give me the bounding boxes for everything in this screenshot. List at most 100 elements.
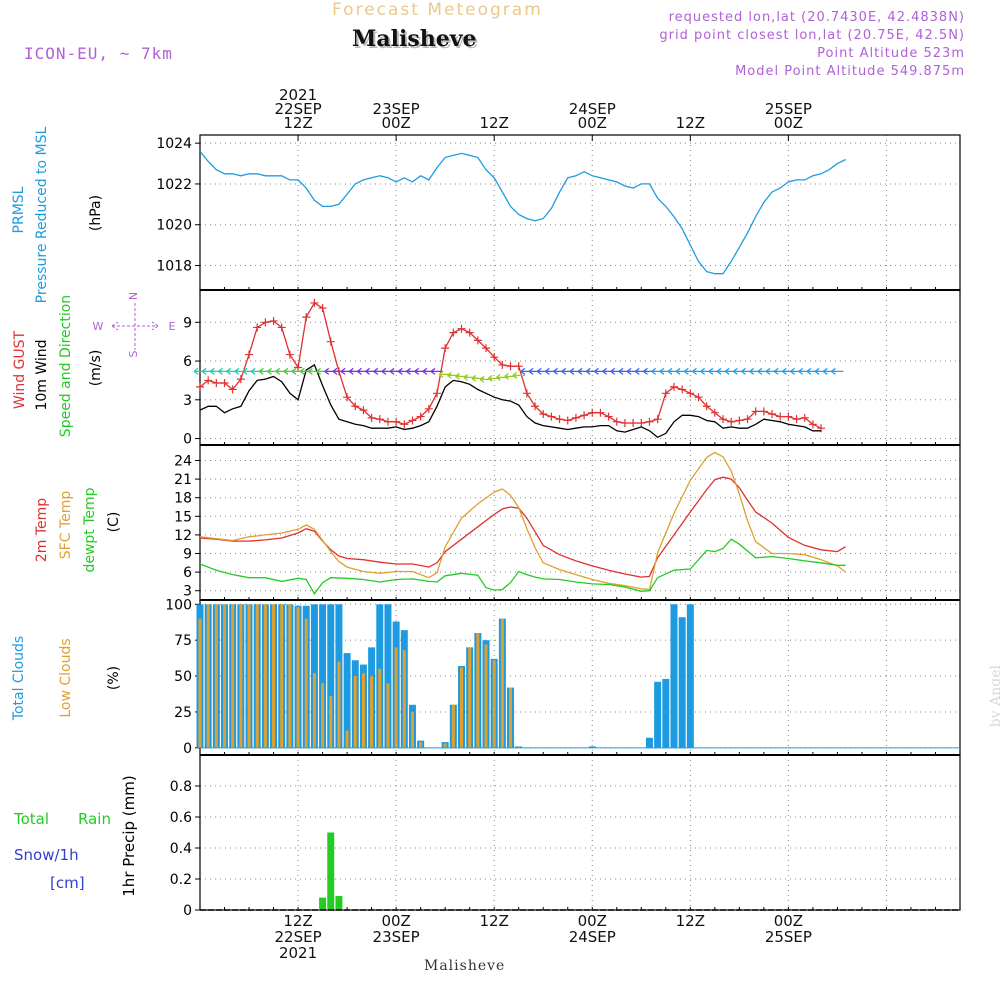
low-cloud-bar: [353, 676, 357, 748]
rain-bar: [327, 832, 335, 910]
gust-point: [457, 324, 466, 333]
panel-frame-precip: [199, 754, 961, 911]
gust-point: [196, 382, 204, 391]
low-cloud-bar: [231, 604, 235, 748]
gust-point: [514, 362, 523, 371]
gust-point: [261, 318, 270, 327]
total-cloud-bar: [686, 604, 694, 748]
y-tick-label: 6: [183, 354, 192, 370]
panel-frame-wind: [199, 289, 961, 446]
low-cloud-bar: [206, 604, 210, 748]
y-tick-label: 9: [183, 315, 192, 331]
gust-point: [800, 413, 809, 422]
gust-point: [212, 379, 221, 387]
low-cloud-bar: [394, 647, 398, 748]
pressure-unit-label: (hPa): [88, 195, 104, 231]
low-cloud-bar: [214, 604, 218, 748]
gust-point: [343, 393, 352, 402]
gust-point: [629, 419, 638, 428]
wind-direction-arrows: [193, 367, 844, 383]
temp2m-label: 2m Temp: [34, 498, 50, 562]
low-cloud-bar: [492, 660, 496, 748]
speed-direction-label: Speed and Direction: [58, 295, 74, 437]
gust-point: [547, 412, 556, 421]
gust-point: [571, 413, 580, 422]
bottom-time-label: 24SEP: [569, 928, 616, 946]
y-tick-label: 100: [165, 597, 192, 613]
total-cloud-bar: [678, 617, 686, 748]
gust-point: [245, 350, 254, 359]
bottom-time-label: 25SEP: [765, 928, 812, 946]
gust-point: [686, 389, 695, 398]
top-time-label: 00Z: [774, 114, 803, 132]
station-name: Malisheve: [352, 26, 477, 52]
low-cloud-bar: [410, 711, 414, 748]
low-cloud-bar: [419, 742, 423, 748]
rain-bar: [335, 896, 343, 910]
y-tick-label: 0.2: [170, 872, 192, 888]
y-tick-label: 1020: [156, 218, 192, 234]
bottom-station-label: Malisheve: [424, 958, 506, 974]
gust-point: [383, 417, 392, 426]
low-cloud-bar: [361, 673, 365, 748]
low-cloud-bar: [509, 687, 513, 748]
top-time-label: 2021: [279, 86, 317, 104]
panel-frame-pressure: [199, 134, 961, 291]
low-cloud-bar: [484, 644, 488, 748]
low-cloud-bar: [517, 746, 521, 748]
y-tick-label: 6: [183, 565, 192, 581]
model-point-altitude: Model Point Altitude 549.875m: [735, 64, 965, 79]
gust-point: [432, 389, 441, 398]
gust-point: [776, 412, 785, 421]
low-cloud-bar: [296, 607, 300, 748]
gust-point: [596, 408, 605, 417]
wind-arrow: [512, 371, 525, 379]
compass-e: E: [169, 320, 176, 333]
gust-point: [710, 408, 719, 417]
low-cloud-bar: [312, 673, 316, 748]
low-cloud-bar: [223, 604, 227, 748]
gust-point: [751, 407, 760, 416]
series-line-sfc-temp: [199, 451, 846, 591]
series-line-dewpt-temp: [199, 538, 846, 595]
gust-point: [580, 411, 589, 420]
low-cloud-bar: [280, 604, 284, 748]
gust-point: [735, 416, 744, 425]
y-tick-label: 12: [174, 528, 192, 544]
cloud-bars: [196, 604, 960, 749]
low-cloud-bar: [468, 647, 472, 748]
low-clouds-label: Low Clouds: [58, 638, 74, 717]
dewpt-label: dewpt Temp: [82, 487, 98, 572]
gust-point: [661, 389, 670, 398]
y-tick-label: 0: [183, 741, 192, 757]
bottom-time-label: 12Z: [480, 912, 509, 930]
bottom-time-label: 12Z: [283, 912, 312, 930]
gust-point: [653, 415, 662, 424]
low-cloud-bar: [272, 604, 276, 748]
gust-point: [351, 402, 360, 411]
gust-point: [424, 404, 433, 413]
y-tick-label: 3: [183, 584, 192, 600]
temp-unit-label: (C): [106, 512, 122, 533]
gust-point: [727, 417, 736, 426]
bottom-time-label: 12Z: [676, 912, 705, 930]
gust-point: [408, 416, 417, 425]
compass-n: N: [127, 292, 140, 300]
gust-point: [612, 417, 621, 426]
gust-point: [678, 385, 687, 394]
gust-point: [620, 419, 629, 428]
gust-point: [326, 337, 335, 346]
gust-point: [441, 344, 450, 353]
gust-point: [392, 417, 401, 426]
wind-compass-icon: W E N S: [93, 292, 176, 358]
total-cloud-bar: [327, 604, 335, 748]
y-tick-label: 25: [174, 705, 192, 721]
grid-pressure: 1018 1020 1022 1024: [156, 135, 961, 290]
gust-point: [645, 417, 654, 426]
low-cloud-bar: [460, 667, 464, 748]
bottom-time-label: 2021: [279, 944, 317, 962]
gust-point: [759, 407, 768, 416]
series-line-2m-temp: [199, 476, 846, 578]
gust-point: [482, 344, 491, 353]
